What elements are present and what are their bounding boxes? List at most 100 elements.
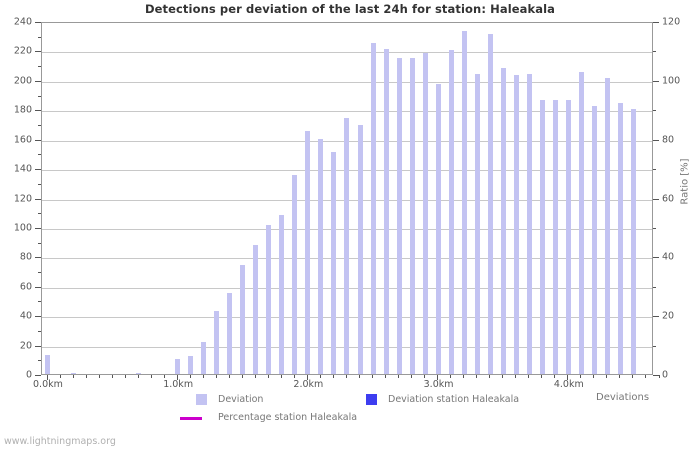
- bar: [604, 78, 610, 374]
- y-tick-label: 0: [25, 369, 32, 381]
- x-tick: [254, 375, 256, 378]
- bar: [45, 354, 50, 374]
- y-tick-label: 220: [13, 45, 32, 57]
- x-tick: [385, 375, 387, 378]
- y2-tick: [653, 316, 659, 318]
- y2-tick: [653, 257, 659, 259]
- y-tick: [35, 257, 41, 259]
- x-tick: [111, 375, 113, 378]
- x-tick: [59, 375, 61, 378]
- y-tick: [35, 286, 41, 288]
- y-tick: [35, 198, 41, 200]
- bar: [188, 356, 194, 374]
- x-tick: [85, 375, 87, 378]
- x-tick: [345, 375, 347, 378]
- y-tick-label: 140: [13, 163, 32, 175]
- y-tick: [35, 80, 41, 82]
- y2-tick-label: 0: [662, 369, 669, 381]
- bar: [266, 225, 272, 374]
- x-tick-label: 4.0km: [553, 379, 584, 390]
- bar: [409, 57, 415, 374]
- bar: [539, 100, 545, 374]
- bar: [279, 215, 285, 374]
- x-tick: [137, 375, 139, 378]
- y-tick: [35, 139, 41, 141]
- x-tick: [424, 375, 426, 378]
- x-tick-label: 3.0km: [423, 379, 454, 390]
- x-tick: [398, 375, 400, 378]
- x-tick: [202, 375, 204, 378]
- watermark: www.lightningmaps.org: [4, 436, 116, 447]
- chart-title: Detections per deviation of the last 24h…: [144, 2, 556, 16]
- bar: [617, 103, 623, 374]
- bar: [565, 100, 571, 374]
- y-tick-label: 80: [19, 251, 32, 263]
- y-tick: [38, 242, 41, 244]
- y-tick: [35, 169, 41, 171]
- y-tick-label: 120: [13, 193, 32, 204]
- bar: [331, 151, 337, 374]
- x-tick: [528, 375, 530, 378]
- x-tick: [489, 375, 491, 378]
- chart-legend: Deviation Deviation station Haleakala Pe…: [0, 390, 700, 430]
- y-tick-label: 60: [19, 281, 32, 293]
- gridline: [42, 111, 652, 112]
- bar: [227, 293, 233, 374]
- bar: [552, 100, 558, 374]
- bar: [71, 372, 77, 374]
- y2-tick-label: 100: [662, 75, 681, 87]
- x-tick: [580, 375, 582, 378]
- bar: [136, 372, 142, 374]
- y-tick: [35, 110, 41, 112]
- y-tick-label: 200: [13, 75, 32, 87]
- bar-series-deviation: [42, 23, 652, 374]
- bar: [383, 48, 389, 374]
- y2-tick-label: 60: [662, 193, 675, 204]
- x-tick: [215, 375, 217, 378]
- x-tick: [593, 375, 595, 378]
- y-tick-label: 160: [13, 134, 32, 146]
- y-tick: [35, 345, 41, 347]
- y-tick: [38, 183, 41, 185]
- y2-tick: [653, 80, 659, 82]
- plot-area: [41, 22, 653, 375]
- y2-tick-label: 20: [662, 310, 675, 322]
- legend-label-deviation: Deviation: [218, 394, 264, 405]
- x-tick: [228, 375, 230, 378]
- bar: [526, 73, 532, 374]
- x-tick: [554, 375, 556, 378]
- bar: [422, 53, 428, 374]
- y-tick: [38, 360, 41, 362]
- y-tick: [38, 124, 41, 126]
- x-tick: [450, 375, 452, 378]
- y2-tick: [653, 286, 656, 288]
- bar: [344, 118, 350, 374]
- y2-tick-label: 80: [662, 134, 675, 146]
- x-tick-label: 1.0km: [163, 379, 194, 390]
- y-tick: [35, 227, 41, 229]
- bar: [357, 125, 363, 374]
- bar: [253, 244, 259, 374]
- x-tick: [606, 375, 608, 378]
- gridline: [42, 82, 652, 83]
- bar: [513, 75, 519, 374]
- x-tick: [463, 375, 465, 378]
- x-tick: [411, 375, 413, 378]
- x-tick: [150, 375, 152, 378]
- legend-swatch-deviation: [196, 394, 207, 405]
- x-tick: [267, 375, 269, 378]
- y2-tick: [653, 51, 656, 53]
- x-tick: [632, 375, 634, 378]
- x-axis-title: Deviations: [596, 392, 650, 403]
- bar: [175, 359, 181, 374]
- y2-tick-label: 40: [662, 251, 675, 263]
- y-tick: [38, 330, 41, 332]
- x-tick: [502, 375, 504, 378]
- y-tick-label: 20: [19, 340, 32, 352]
- y-tick: [38, 301, 41, 303]
- x-tick: [567, 375, 569, 380]
- bar: [318, 138, 324, 374]
- y-tick: [38, 95, 41, 97]
- x-tick: [476, 375, 478, 378]
